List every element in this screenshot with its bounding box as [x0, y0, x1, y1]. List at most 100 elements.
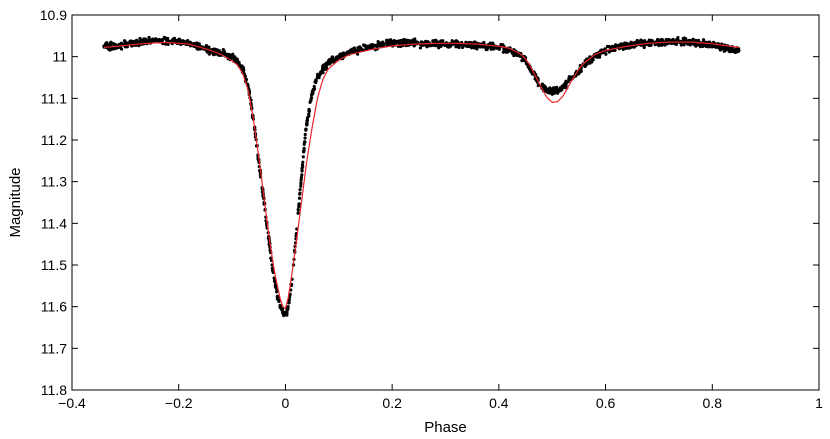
data-point — [166, 42, 170, 46]
data-point — [456, 44, 460, 48]
data-point — [424, 39, 428, 43]
data-point — [707, 45, 711, 49]
data-point — [567, 77, 571, 81]
data-point — [398, 39, 402, 43]
data-point — [663, 43, 667, 47]
data-point — [278, 304, 283, 308]
data-point — [717, 46, 721, 50]
data-point — [694, 44, 698, 48]
y-axis: 10.9 11 11.1 11.2 11.3 11.4 11.5 11.6 11.7 11.8 — [40, 7, 819, 398]
data-point — [285, 313, 289, 317]
data-point — [504, 50, 508, 54]
data-point — [204, 43, 208, 48]
data-point — [312, 84, 316, 89]
data-point — [323, 62, 328, 66]
data-point — [145, 39, 149, 43]
data-point — [298, 187, 302, 192]
data-point — [195, 46, 199, 50]
data-point — [368, 43, 373, 47]
data-point — [147, 35, 151, 40]
data-point — [163, 42, 168, 46]
data-point — [324, 65, 328, 69]
data-point — [647, 38, 651, 42]
data-point — [475, 44, 479, 48]
data-point — [512, 53, 516, 58]
data-point — [619, 42, 623, 46]
data-point — [300, 169, 304, 173]
data-point — [177, 37, 181, 41]
plot-frame — [71, 14, 820, 391]
data-point — [304, 127, 308, 131]
data-point — [280, 307, 285, 311]
data-point — [299, 178, 303, 182]
data-point — [641, 39, 645, 44]
data-point — [228, 53, 233, 57]
data-point — [296, 207, 300, 212]
data-point — [559, 88, 563, 92]
data-point — [327, 62, 331, 66]
data-point — [238, 63, 242, 67]
data-point — [682, 43, 686, 47]
data-point — [319, 70, 323, 74]
data-point — [301, 155, 305, 159]
data-point — [287, 301, 291, 305]
data-point — [221, 47, 225, 52]
data-point — [560, 84, 564, 88]
data-point — [314, 79, 318, 83]
data-point — [299, 184, 303, 188]
data-point — [354, 49, 358, 53]
x-tick-label: 0.6 — [596, 395, 616, 411]
data-point — [363, 44, 368, 48]
data-point — [607, 45, 611, 49]
x-axis-title: Phase — [424, 419, 467, 436]
data-point — [339, 52, 343, 56]
data-point — [633, 40, 637, 44]
data-point — [604, 52, 608, 56]
data-point — [341, 51, 345, 55]
model-curve — [103, 41, 740, 310]
data-point — [381, 42, 385, 47]
data-point — [303, 136, 307, 140]
data-point — [710, 44, 714, 48]
data-point — [526, 65, 530, 69]
data-point — [130, 39, 135, 43]
data-point — [564, 79, 568, 83]
data-point — [515, 53, 519, 58]
data-point — [552, 86, 556, 90]
data-point — [149, 39, 153, 43]
data-point — [128, 41, 132, 45]
data-point — [615, 44, 619, 48]
data-point — [298, 192, 302, 196]
data-point — [664, 38, 669, 42]
data-point — [119, 47, 124, 51]
data-point — [348, 48, 353, 52]
x-tick-label: 0 — [282, 395, 290, 411]
data-point — [520, 59, 524, 63]
x-tick-label: 0.2 — [382, 395, 402, 411]
data-point — [303, 140, 307, 144]
y-tick-label: 11.5 — [41, 257, 67, 273]
data-point — [394, 40, 398, 44]
data-point — [305, 123, 309, 127]
data-point — [388, 41, 392, 45]
data-point — [536, 83, 540, 88]
data-point — [302, 149, 306, 153]
data-point — [660, 43, 664, 47]
data-point — [735, 50, 740, 54]
data-point — [275, 289, 279, 293]
data-point — [701, 44, 705, 48]
data-point — [701, 38, 706, 42]
data-point — [486, 46, 490, 50]
data-point — [552, 91, 556, 95]
data-point — [549, 89, 553, 93]
data-point — [418, 46, 423, 50]
data-point — [272, 279, 277, 283]
data-point — [330, 55, 334, 59]
x-axis: −0.4 −0.2 0 0.2 0.4 0.6 0.8 1 — [58, 15, 823, 411]
data-point — [357, 48, 361, 53]
y-tick-label: 11.3 — [41, 174, 67, 190]
data-point — [450, 39, 454, 43]
data-point — [730, 47, 734, 51]
data-point — [376, 42, 380, 47]
x-tick-label: −0.2 — [165, 395, 193, 411]
